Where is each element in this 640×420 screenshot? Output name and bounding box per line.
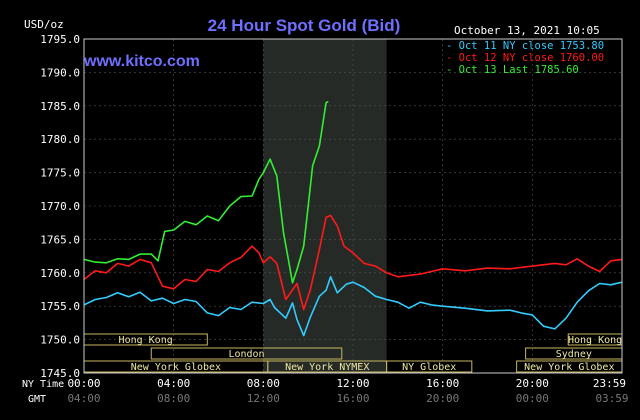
session-label: New York Globex — [131, 362, 221, 373]
session-label: Hong Kong — [568, 335, 622, 346]
y-tick-label: 1785.0 — [40, 100, 80, 113]
series-line-2 — [83, 214, 623, 311]
y-tick-label: 1770.0 — [40, 200, 80, 213]
watermark: www.kitco.com — [83, 53, 200, 70]
x-axis-tick-labels: 00:00 04:00 08:00 12:00 16:00 20:00 23:59 04:00… — [67, 377, 628, 405]
ny-tick-label: 12:00 — [336, 377, 369, 390]
y-axis-tick-labels: 1795.0 1790.0 1785.0 1780.0 1775.0 1770.0 1765… — [40, 33, 80, 380]
y-tick-label: 1795.0 — [40, 33, 80, 46]
chart-title: 24 Hour Spot Gold (Bid) — [208, 16, 401, 35]
session-label: New York NYMEX — [285, 362, 369, 373]
y-tick-label: 1745.0 — [40, 367, 80, 380]
gmt-tick-label: 20:00 — [426, 392, 459, 405]
ny-time-label: NY Time — [22, 379, 64, 390]
legend: - Oct 11 NY close 1753.80- Oct 12 NY clo… — [446, 40, 604, 76]
session-box — [386, 360, 473, 373]
ny-tick-label: 00:00 — [67, 377, 100, 390]
plot-border — [83, 38, 623, 374]
session-label: Hong Kong — [119, 335, 173, 346]
gmt-tick-label: 03:59 — [595, 392, 628, 405]
gmt-tick-label: 04:00 — [67, 392, 100, 405]
price-series — [83, 101, 623, 337]
legend-entry: - Oct 12 NY close 1760.00 — [446, 52, 604, 64]
gmt-tick-label: 08:00 — [157, 392, 190, 405]
ny-tick-label: 16:00 — [426, 377, 459, 390]
gmt-tick-label: 00:00 — [516, 392, 549, 405]
ny-tick-label: 23:59 — [593, 377, 626, 390]
y-tick-label: 1790.0 — [40, 66, 80, 79]
gmt-tick-label: 16:00 — [336, 392, 369, 405]
gmt-label: GMT — [28, 394, 46, 405]
datestamp: October 13, 2021 10:05 — [454, 24, 600, 37]
session-label: London — [228, 349, 264, 360]
legend-entry: - Oct 11 NY close 1753.80 — [446, 40, 604, 52]
session-label: Sydney — [556, 349, 592, 360]
gmt-tick-label: 12:00 — [247, 392, 280, 405]
session-label: NY Globex — [402, 362, 456, 373]
y-tick-label: 1765.0 — [40, 233, 80, 246]
y-axis-label: USD/oz — [24, 18, 64, 31]
y-tick-label: 1750.0 — [40, 334, 80, 347]
y-tick-label: 1755.0 — [40, 300, 80, 313]
ny-tick-label: 04:00 — [157, 377, 190, 390]
y-tick-label: 1780.0 — [40, 133, 80, 146]
session-label: New York Globex — [524, 362, 614, 373]
ny-tick-label: 08:00 — [247, 377, 280, 390]
series-line-1 — [83, 275, 623, 337]
y-tick-label: 1775.0 — [40, 167, 80, 180]
session-box — [150, 347, 343, 360]
legend-entry: - Oct 13 Last 1785.60 — [446, 64, 579, 76]
ny-tick-label: 20:00 — [516, 377, 549, 390]
series-line-3 — [83, 101, 329, 284]
y-tick-label: 1760.0 — [40, 267, 80, 280]
